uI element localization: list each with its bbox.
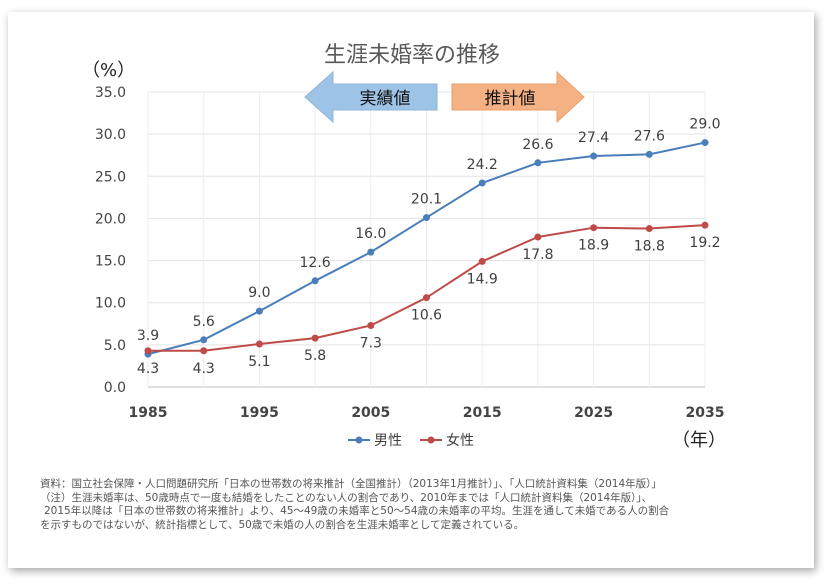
data-label: 7.3	[360, 335, 382, 351]
data-label: 26.6	[522, 137, 553, 153]
data-point	[478, 179, 486, 187]
data-point	[144, 347, 152, 355]
x-tick-label: 2025	[574, 405, 613, 421]
legend-label: 男性	[374, 433, 402, 449]
x-axis-label: （年）	[672, 430, 726, 451]
y-tick-label: 5.0	[104, 338, 126, 354]
data-point	[200, 347, 208, 355]
data-point	[645, 225, 653, 233]
data-point	[534, 233, 542, 241]
notes: 資料：国立社会保障・人口問題研究所「日本の世帯数の将来推計（全国推計）（2013…	[40, 478, 800, 532]
projected-arrow: 推計値	[451, 70, 585, 124]
y-tick-label: 20.0	[95, 211, 126, 227]
y-tick-label: 25.0	[95, 169, 126, 185]
projected-label: 推計値	[485, 89, 536, 109]
data-point	[423, 294, 430, 302]
x-tick-label: 1985	[129, 405, 168, 421]
y-tick-label: 10.0	[95, 296, 126, 312]
data-label: 4.3	[137, 361, 159, 377]
data-label: 12.6	[300, 255, 331, 271]
data-point	[367, 248, 375, 256]
x-tick-label: 2015	[463, 405, 502, 421]
y-axis-label: （%）	[82, 60, 135, 81]
data-label: 18.9	[578, 238, 609, 254]
data-point	[255, 307, 263, 315]
x-tick-label: 2035	[686, 405, 725, 421]
data-label: 27.6	[634, 128, 665, 144]
data-point	[534, 159, 542, 167]
x-tick-label: 1995	[240, 405, 279, 421]
note-line: 資料：国立社会保障・人口問題研究所「日本の世帯数の将来推計（全国推計）（2013…	[40, 478, 662, 490]
data-point	[311, 277, 319, 285]
actual-label: 実績値	[360, 89, 411, 109]
data-label: 29.0	[689, 117, 720, 133]
data-label: 19.2	[689, 235, 720, 251]
data-point	[701, 139, 709, 147]
data-point	[590, 152, 598, 160]
data-label: 5.6	[193, 314, 215, 330]
legend-label: 女性	[446, 432, 474, 449]
data-point	[200, 336, 208, 344]
data-point	[590, 224, 598, 232]
data-label: 9.0	[248, 285, 270, 301]
data-label: 20.1	[411, 192, 442, 208]
data-point	[423, 214, 430, 222]
data-label: 18.8	[634, 239, 665, 255]
data-label: 24.2	[467, 157, 498, 173]
y-tick-label: 35.0	[95, 85, 126, 101]
data-label: 27.4	[578, 130, 609, 146]
y-tick-label: 15.0	[95, 254, 126, 270]
note-line: 2015年以降は「日本の世帯数の将来推計」より、45～49歳の未婚率と50～54…	[44, 505, 670, 517]
actual-arrow: 実績値	[304, 70, 438, 124]
y-tick-label: 30.0	[95, 127, 126, 143]
legend-marker	[355, 436, 363, 444]
data-label: 17.8	[522, 247, 553, 263]
line-chart: 生涯未婚率の推移 （%） （年） 0.0 5.0 10.0 15.0 20.0 25.0 3…	[82, 43, 726, 451]
legend: 男性 女性	[348, 432, 474, 449]
data-point	[701, 221, 709, 229]
x-tick-label: 2005	[351, 405, 390, 421]
data-label: 4.3	[193, 361, 215, 377]
note-line: （注）生涯未婚率は、50歳時点で一度も結婚をしたことのない人の割合であり、201…	[40, 491, 653, 504]
y-tick-label: 0.0	[104, 380, 126, 396]
data-point	[367, 321, 375, 329]
data-label: 3.9	[137, 328, 159, 344]
chart-title: 生涯未婚率の推移	[324, 43, 500, 68]
data-point	[311, 334, 319, 342]
data-label: 5.8	[304, 348, 326, 364]
data-point	[645, 150, 653, 158]
data-point	[478, 257, 486, 265]
data-label: 5.1	[248, 354, 270, 370]
data-label: 16.0	[355, 226, 386, 242]
legend-marker	[427, 436, 435, 444]
note-line: を示すものではないが、統計指標として、50歳で未婚の人の割合を生涯未婚率として定…	[40, 518, 525, 531]
data-point	[255, 340, 263, 348]
data-label: 10.6	[411, 308, 442, 324]
data-label: 14.9	[467, 271, 498, 287]
